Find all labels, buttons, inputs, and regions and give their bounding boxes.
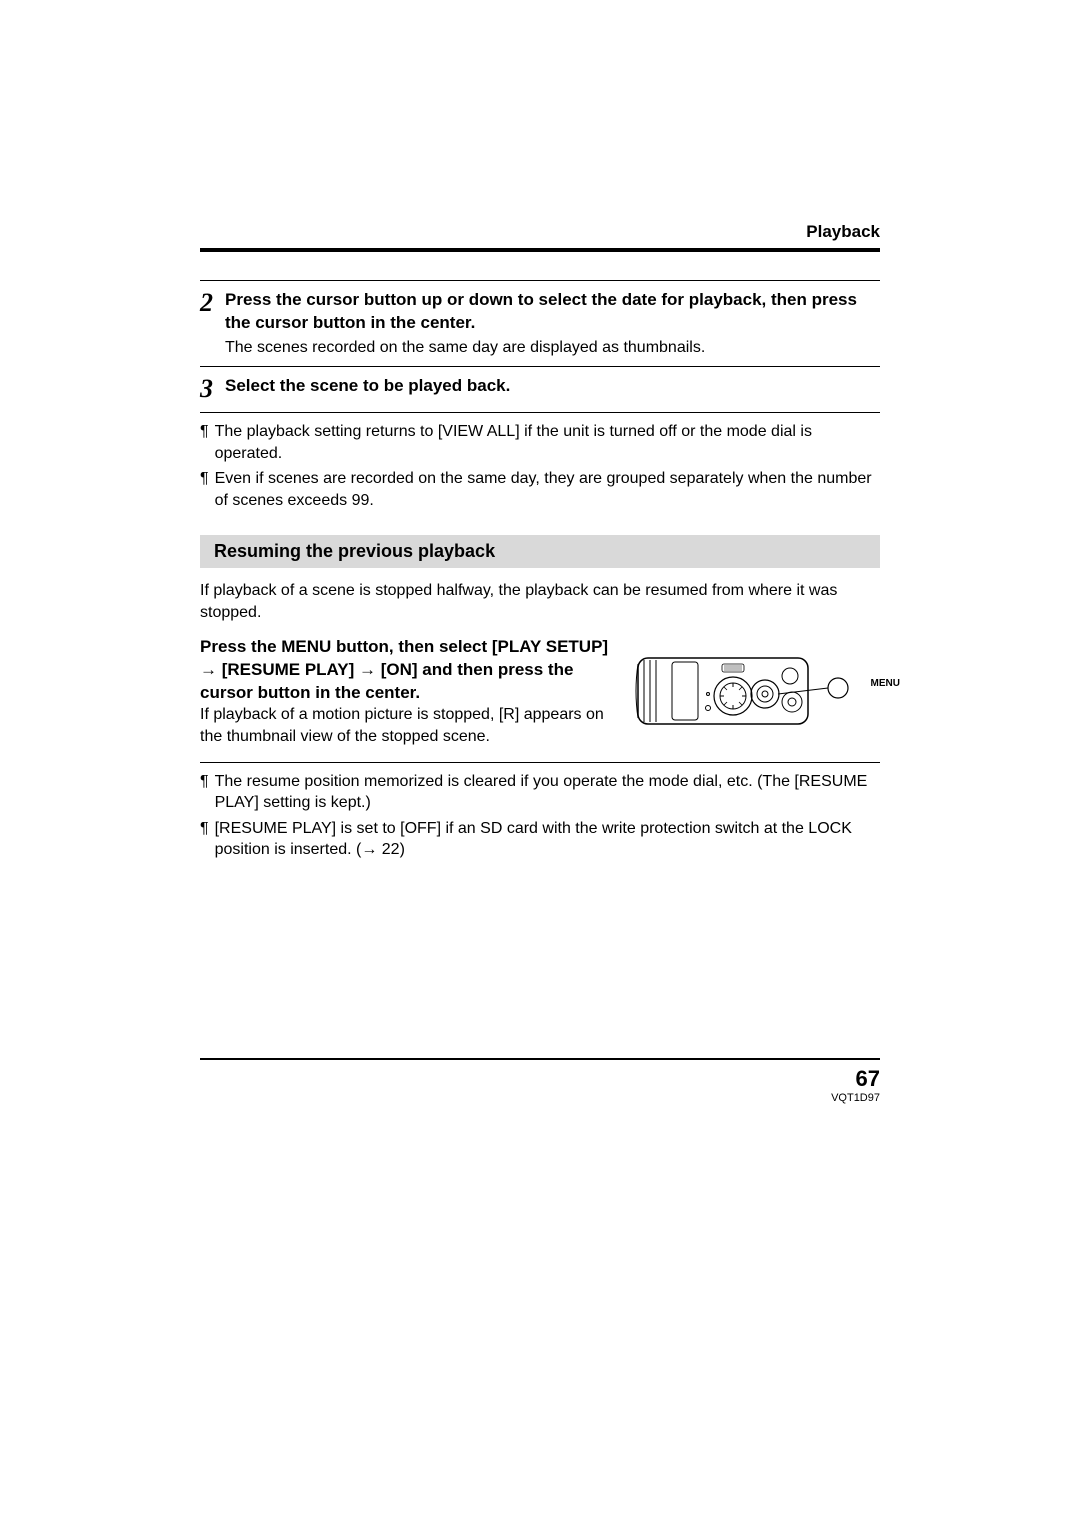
camera-diagram: MENU: [630, 636, 880, 736]
note-text: [RESUME PLAY] is set to [OFF] if an SD c…: [215, 818, 880, 861]
section-intro: If playback of a scene is stopped halfwa…: [200, 580, 880, 623]
bullet-icon: ¶: [200, 771, 209, 814]
notes-after-section: ¶ The resume position memorized is clear…: [200, 771, 880, 861]
bullet-icon: ¶: [200, 421, 209, 464]
section-heading: Resuming the previous playback: [200, 535, 880, 568]
step-body: Select the scene to be played back.: [225, 375, 880, 398]
step-number: 3: [200, 375, 213, 404]
step-rule-bottom: [200, 412, 880, 413]
camera-svg-icon: [630, 636, 880, 736]
section-label: Playback: [200, 222, 880, 242]
bullet-icon: ¶: [200, 818, 209, 861]
page-content: Playback 2 Press the cursor button up or…: [200, 222, 880, 865]
menu-label: MENU: [871, 678, 900, 689]
instruction-bold: Press the MENU button, then select [PLAY…: [200, 636, 614, 705]
note-item: ¶ The resume position memorized is clear…: [200, 771, 880, 814]
doc-code: VQT1D97: [200, 1092, 880, 1104]
header-rule: [200, 248, 880, 252]
page-footer: 67 VQT1D97: [200, 1058, 880, 1104]
step-number: 2: [200, 289, 213, 318]
note-text: Even if scenes are recorded on the same …: [215, 468, 880, 511]
instruction-row: Press the MENU button, then select [PLAY…: [200, 636, 880, 748]
step-subtitle: The scenes recorded on the same day are …: [225, 337, 880, 359]
note-item: ¶ The playback setting returns to [VIEW …: [200, 421, 880, 464]
footer-rule: [200, 1058, 880, 1060]
step-title: Press the cursor button up or down to se…: [225, 289, 880, 335]
note-item: ¶ [RESUME PLAY] is set to [OFF] if an SD…: [200, 818, 880, 861]
step-2: 2 Press the cursor button up or down to …: [200, 289, 880, 358]
section-rule: [200, 762, 880, 763]
step-title: Select the scene to be played back.: [225, 375, 880, 398]
instruction-text: Press the MENU button, then select [PLAY…: [200, 636, 614, 748]
bullet-icon: ¶: [200, 468, 209, 511]
step-body: Press the cursor button up or down to se…: [225, 289, 880, 358]
step-3: 3 Select the scene to be played back.: [200, 375, 880, 404]
step-rule-top: [200, 280, 880, 281]
note-text: The resume position memorized is cleared…: [215, 771, 880, 814]
instruction-sub: If playback of a motion picture is stopp…: [200, 704, 614, 747]
note-text: The playback setting returns to [VIEW AL…: [215, 421, 880, 464]
page-number: 67: [200, 1066, 880, 1092]
step-rule: [200, 366, 880, 367]
note-item: ¶ Even if scenes are recorded on the sam…: [200, 468, 880, 511]
camera-diagram-container: MENU: [630, 636, 880, 748]
notes-after-steps: ¶ The playback setting returns to [VIEW …: [200, 421, 880, 511]
